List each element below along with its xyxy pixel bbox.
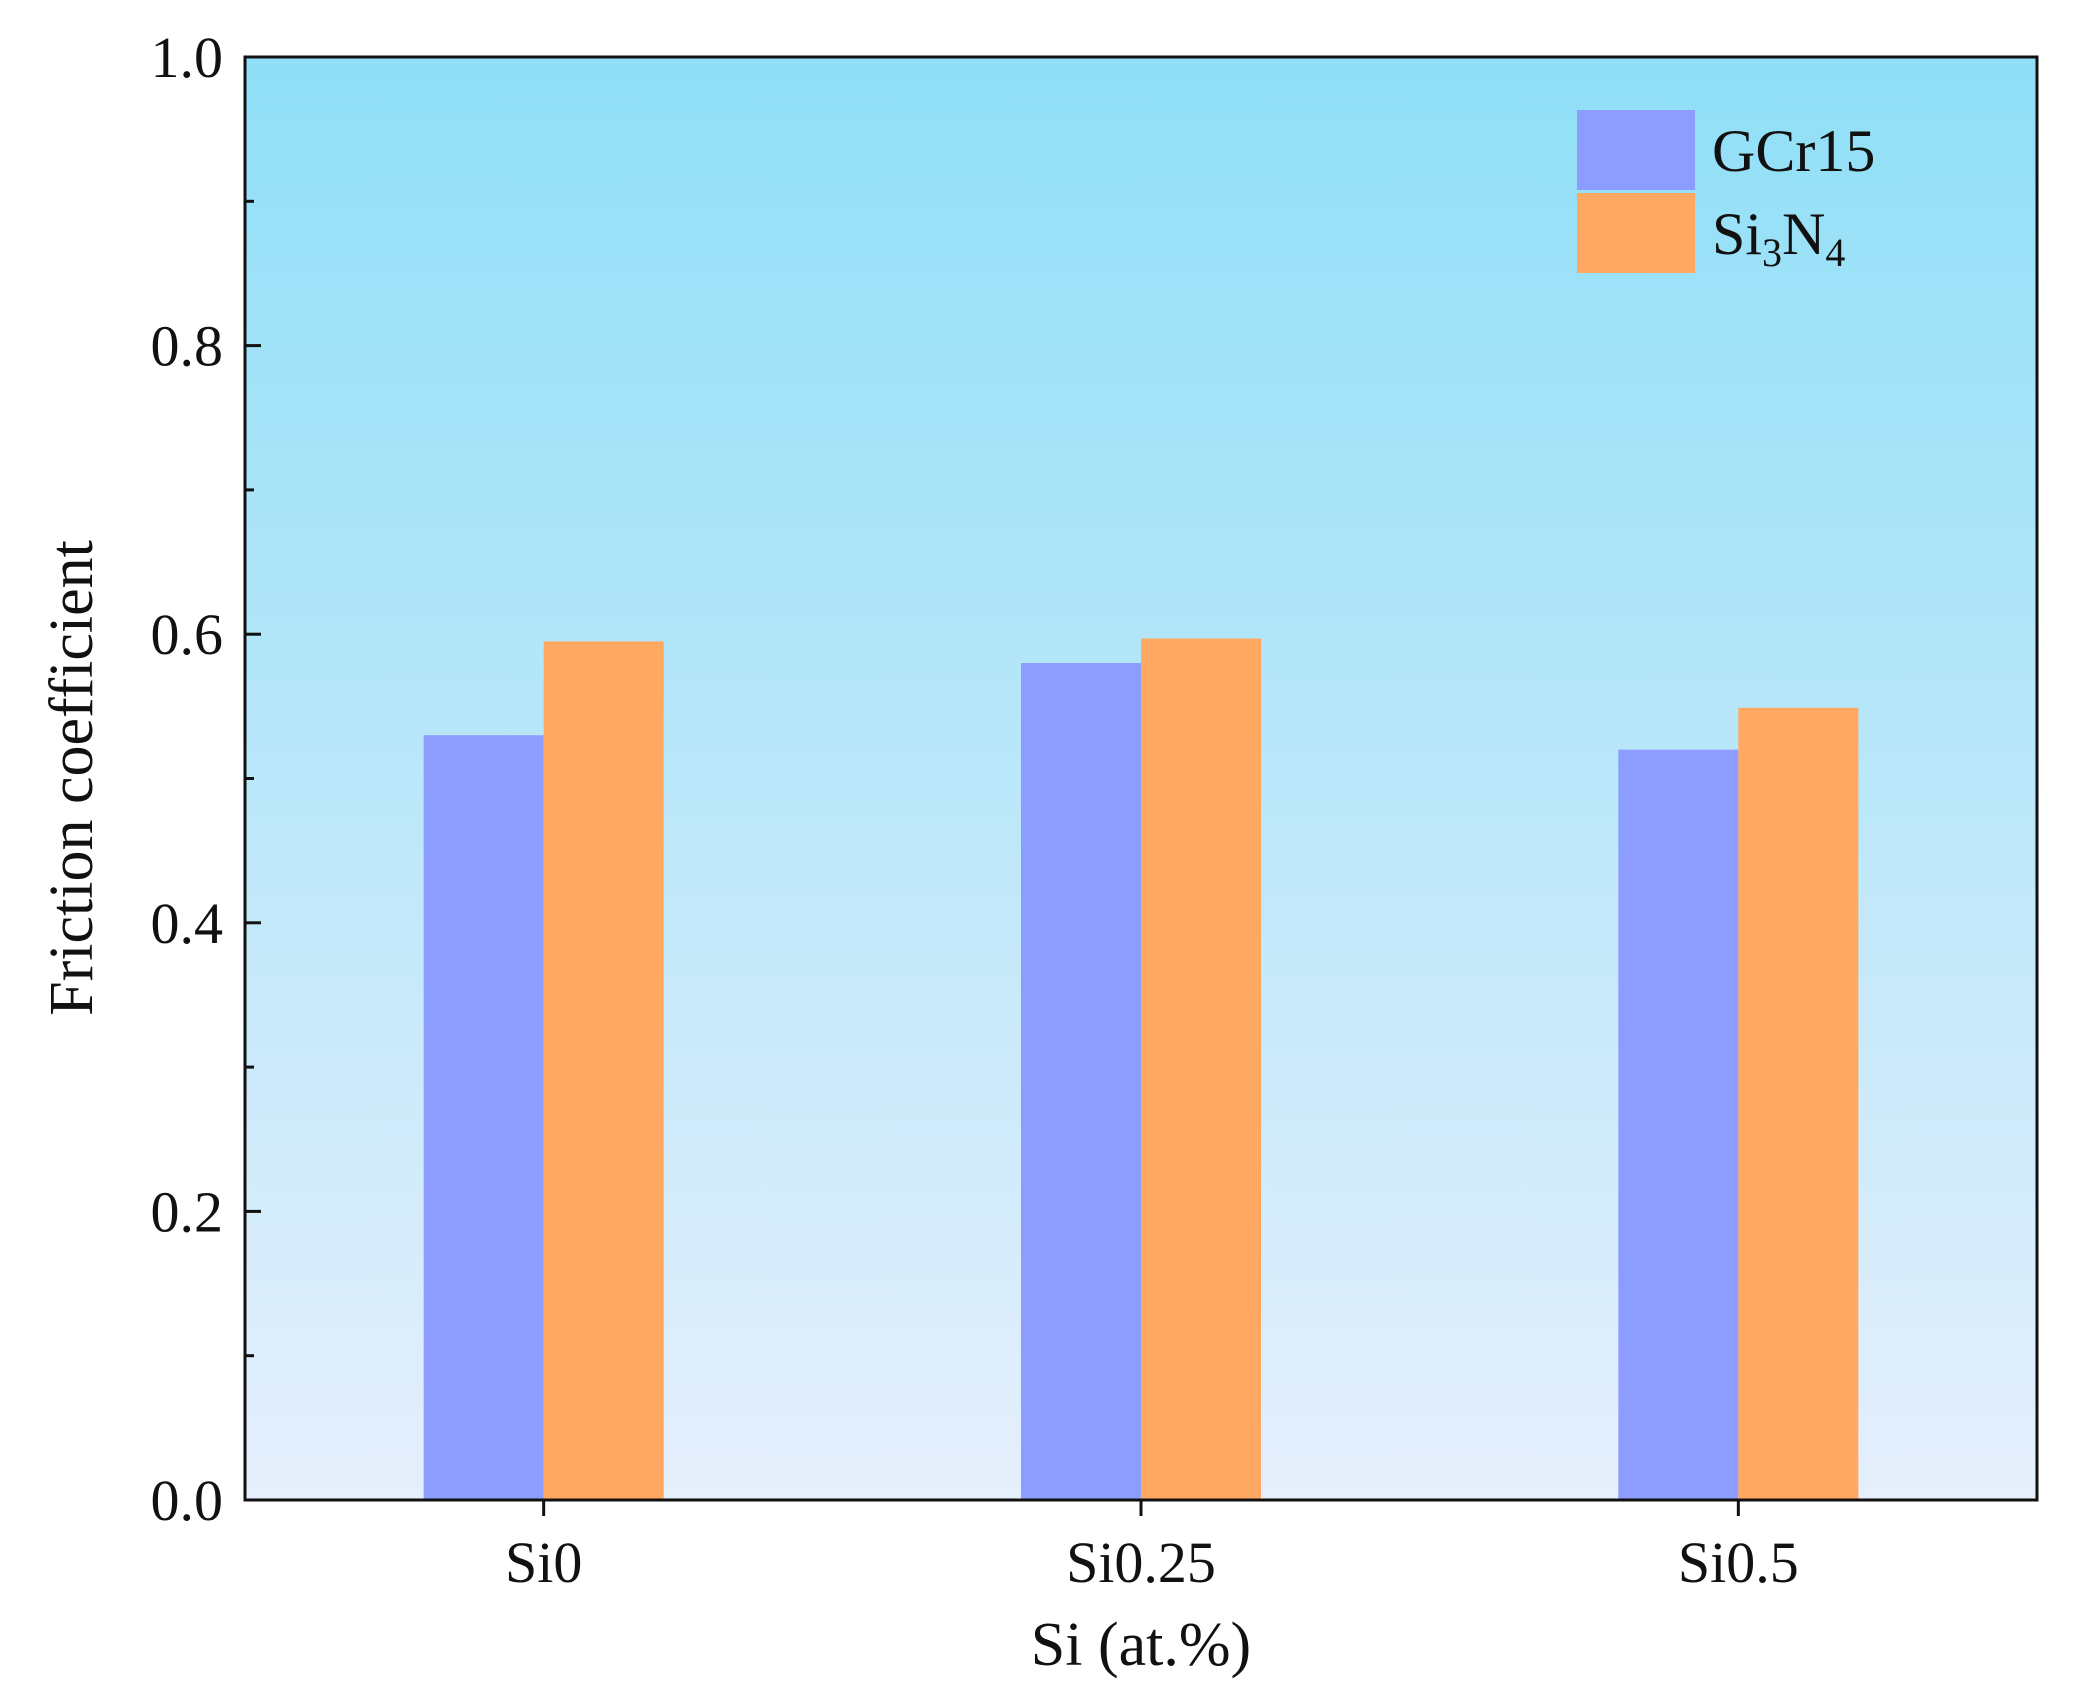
x-tick-label: Si0.25 bbox=[1066, 1530, 1216, 1595]
y-tick-label: 0.0 bbox=[151, 1468, 224, 1533]
bar-si0-25-gcr15 bbox=[1021, 663, 1141, 1500]
x-axis-label: Si (at.%) bbox=[1031, 1611, 1251, 1679]
legend-label-si3n4: Si3N4 bbox=[1712, 201, 1845, 275]
legend-swatch-si3n4 bbox=[1577, 193, 1695, 273]
y-tick-label: 0.6 bbox=[151, 602, 224, 667]
x-axis: Si0 Si0.25 Si0.5 bbox=[505, 1500, 1799, 1595]
y-tick-label: 0.4 bbox=[151, 891, 224, 956]
y-axis: 0.0 0.2 0.4 0.6 0.8 1.0 bbox=[151, 25, 261, 1533]
bar-si0-5-gcr15 bbox=[1618, 749, 1739, 1500]
legend-swatch-gcr15 bbox=[1577, 110, 1695, 190]
bar-si0-5-si3n4 bbox=[1738, 707, 1859, 1500]
legend: GCr15 Si3N4 bbox=[1577, 110, 1875, 275]
y-axis-label: Friction coefficient bbox=[38, 540, 106, 1016]
bar-si0-gcr15 bbox=[423, 735, 544, 1500]
x-tick-label: Si0 bbox=[505, 1530, 582, 1595]
bar-si0-25-si3n4 bbox=[1141, 638, 1261, 1500]
y-tick-label: 0.2 bbox=[151, 1179, 224, 1244]
x-tick-label: Si0.5 bbox=[1678, 1530, 1799, 1595]
bar-si0-si3n4 bbox=[543, 641, 664, 1500]
bar-group bbox=[423, 638, 1859, 1500]
y-tick-label: 1.0 bbox=[151, 25, 224, 90]
y-tick-label: 0.8 bbox=[151, 314, 224, 379]
legend-label-gcr15: GCr15 bbox=[1712, 118, 1875, 184]
